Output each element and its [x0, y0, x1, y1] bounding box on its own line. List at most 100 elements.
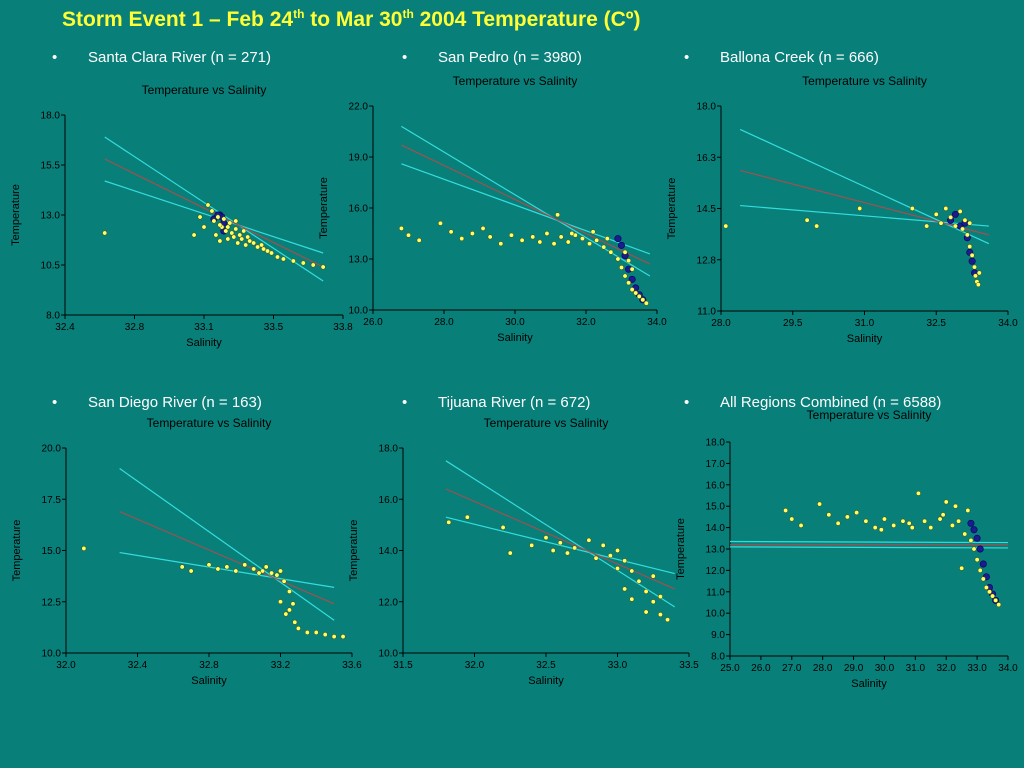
- dense-point: [617, 241, 625, 249]
- data-point: [213, 232, 219, 238]
- data-point: [915, 490, 921, 496]
- y-tick-label: 11.0: [706, 587, 725, 598]
- data-point: [543, 535, 549, 541]
- data-point: [81, 546, 87, 551]
- ci-upper-line: [119, 468, 335, 621]
- data-point: [976, 270, 982, 276]
- data-point: [572, 545, 578, 551]
- data-point: [835, 520, 841, 526]
- data-point: [242, 562, 248, 568]
- data-point: [593, 555, 599, 561]
- data-point: [594, 237, 600, 243]
- x-tick-label: 34.0: [998, 663, 1018, 674]
- data-point: [798, 523, 804, 528]
- chart-santa-clara: Temperature vs Salinity 32.4 32.8 33.1 33.5 3…: [10, 83, 353, 349]
- y-axis-label: Temperature: [348, 520, 360, 582]
- data-point: [650, 573, 656, 579]
- x-tick-label: 33.2: [271, 660, 291, 671]
- data-point: [569, 231, 575, 236]
- x-tick-label: 32.4: [128, 660, 148, 671]
- chart-san-diego-river: Temperature vs Salinity 32.0 32.4 32.8 33.2 3…: [11, 416, 362, 687]
- data-point: [973, 273, 978, 279]
- data-point: [245, 234, 251, 240]
- y-tick-label: 14.0: [379, 546, 399, 557]
- x-tick-label: 28.0: [711, 318, 731, 329]
- ci-lower-line: [729, 546, 1009, 549]
- x-tick-label: 31.0: [906, 663, 926, 674]
- ci-upper-line: [739, 128, 990, 245]
- data-point: [789, 516, 795, 522]
- y-tick-label: 18.0: [706, 438, 726, 449]
- y-axis-label: Temperature: [11, 520, 23, 582]
- data-point: [844, 514, 850, 520]
- data-point: [295, 625, 301, 631]
- fit-line: [104, 158, 324, 268]
- ci-lower-line: [445, 516, 675, 575]
- data-point: [519, 237, 525, 243]
- x-tick-label: 33.8: [333, 322, 353, 333]
- y-tick-label: 18.0: [379, 444, 399, 455]
- data-point: [191, 232, 197, 238]
- data-point: [967, 244, 973, 250]
- x-tick-label: 33.5: [264, 322, 284, 333]
- data-point: [251, 240, 257, 246]
- chart-title: Temperature vs Salinity: [147, 416, 272, 430]
- data-point: [209, 208, 215, 214]
- data-point: [237, 232, 243, 238]
- data-point: [938, 220, 944, 226]
- x-tick-label: 34.0: [998, 318, 1018, 329]
- data-point: [251, 566, 257, 572]
- x-tick-label: 32.0: [576, 317, 596, 328]
- dense-point: [951, 210, 959, 218]
- data-point: [723, 223, 729, 229]
- data-point: [179, 564, 185, 570]
- dense-point: [967, 519, 975, 527]
- data-point: [629, 287, 635, 293]
- x-tick-label: 28.0: [813, 663, 833, 674]
- data-point: [974, 557, 980, 563]
- data-point: [622, 558, 628, 564]
- data-point: [650, 599, 656, 605]
- data-point: [826, 512, 832, 518]
- chart-title: Temperature vs Salinity: [802, 74, 927, 88]
- y-tick-label: 17.5: [42, 495, 62, 506]
- x-tick-label: 26.0: [363, 317, 383, 328]
- data-point: [900, 518, 906, 524]
- x-axis-label: Salinity: [191, 675, 227, 687]
- data-point: [269, 570, 275, 576]
- data-point: [206, 562, 212, 568]
- data-point: [286, 607, 292, 613]
- x-tick-label: 32.0: [56, 660, 76, 671]
- data-point: [969, 252, 975, 258]
- data-point: [629, 596, 635, 602]
- y-tick-label: 12.0: [379, 597, 399, 608]
- data-point: [587, 241, 592, 247]
- y-tick-label: 12.5: [42, 597, 62, 608]
- data-point: [480, 225, 486, 231]
- y-tick-label: 17.0: [706, 459, 726, 470]
- y-tick-label: 16.0: [349, 204, 369, 215]
- data-point: [993, 597, 999, 603]
- slide-title: Storm Event 1 – Feb 24th to Mar 30th 200…: [62, 7, 641, 31]
- x-tick-label: 33.0: [608, 660, 628, 671]
- data-point: [469, 231, 475, 236]
- ci-upper-line: [401, 125, 651, 277]
- x-tick-label: 32.5: [536, 660, 556, 671]
- data-point: [261, 246, 267, 252]
- data-point: [565, 550, 570, 556]
- data-point: [290, 258, 296, 264]
- dense-point: [614, 235, 622, 243]
- x-tick-label: 27.0: [782, 663, 802, 674]
- x-tick-label: 30.0: [505, 317, 525, 328]
- data-point: [633, 290, 639, 296]
- data-point: [229, 230, 235, 236]
- data-point: [290, 601, 296, 607]
- data-point: [269, 250, 274, 256]
- data-point: [959, 565, 965, 571]
- y-tick-label: 12.8: [697, 255, 717, 266]
- x-tick-label: 32.8: [199, 660, 219, 671]
- chart-title: Temperature vs Salinity: [453, 74, 578, 88]
- chart-title: Temperature vs Salinity: [142, 83, 267, 97]
- x-tick-label: 32.0: [936, 663, 956, 674]
- y-tick-label: 13.0: [349, 255, 369, 266]
